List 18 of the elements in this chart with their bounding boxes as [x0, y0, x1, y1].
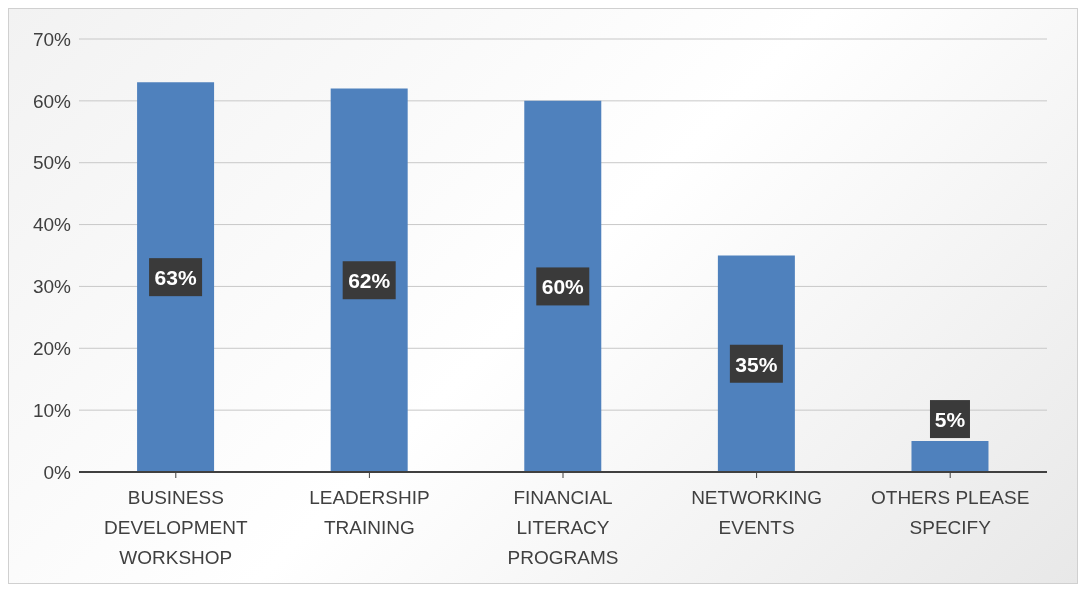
x-tick-label: NETWORKING EVENTS [691, 487, 823, 538]
data-label: 35% [735, 352, 778, 376]
x-tick-label: BUSINESS DEVELOPMENT WORKSHOP [104, 487, 248, 568]
y-tick-label: 0% [43, 461, 72, 483]
y-tick-label: 60% [32, 90, 72, 112]
data-label: 60% [541, 275, 585, 299]
data-label: 5% [934, 408, 966, 432]
data-label: 63% [154, 266, 197, 290]
x-tick-label: FINANCIAL LITERACY PROGRAMS [507, 487, 619, 568]
data-label: 62% [348, 269, 391, 293]
y-tick-label: 20% [32, 338, 72, 360]
y-tick-label: 70% [32, 28, 72, 50]
y-tick-label: 30% [32, 276, 72, 298]
y-tick-label: 50% [32, 152, 72, 174]
y-tick-label: 10% [32, 399, 72, 421]
x-tick-label: LEADERSHIP TRAINING [309, 487, 430, 538]
x-tick-label: OTHERS PLEASE SPECIFY [871, 487, 1030, 538]
y-tick-label: 40% [32, 214, 72, 236]
